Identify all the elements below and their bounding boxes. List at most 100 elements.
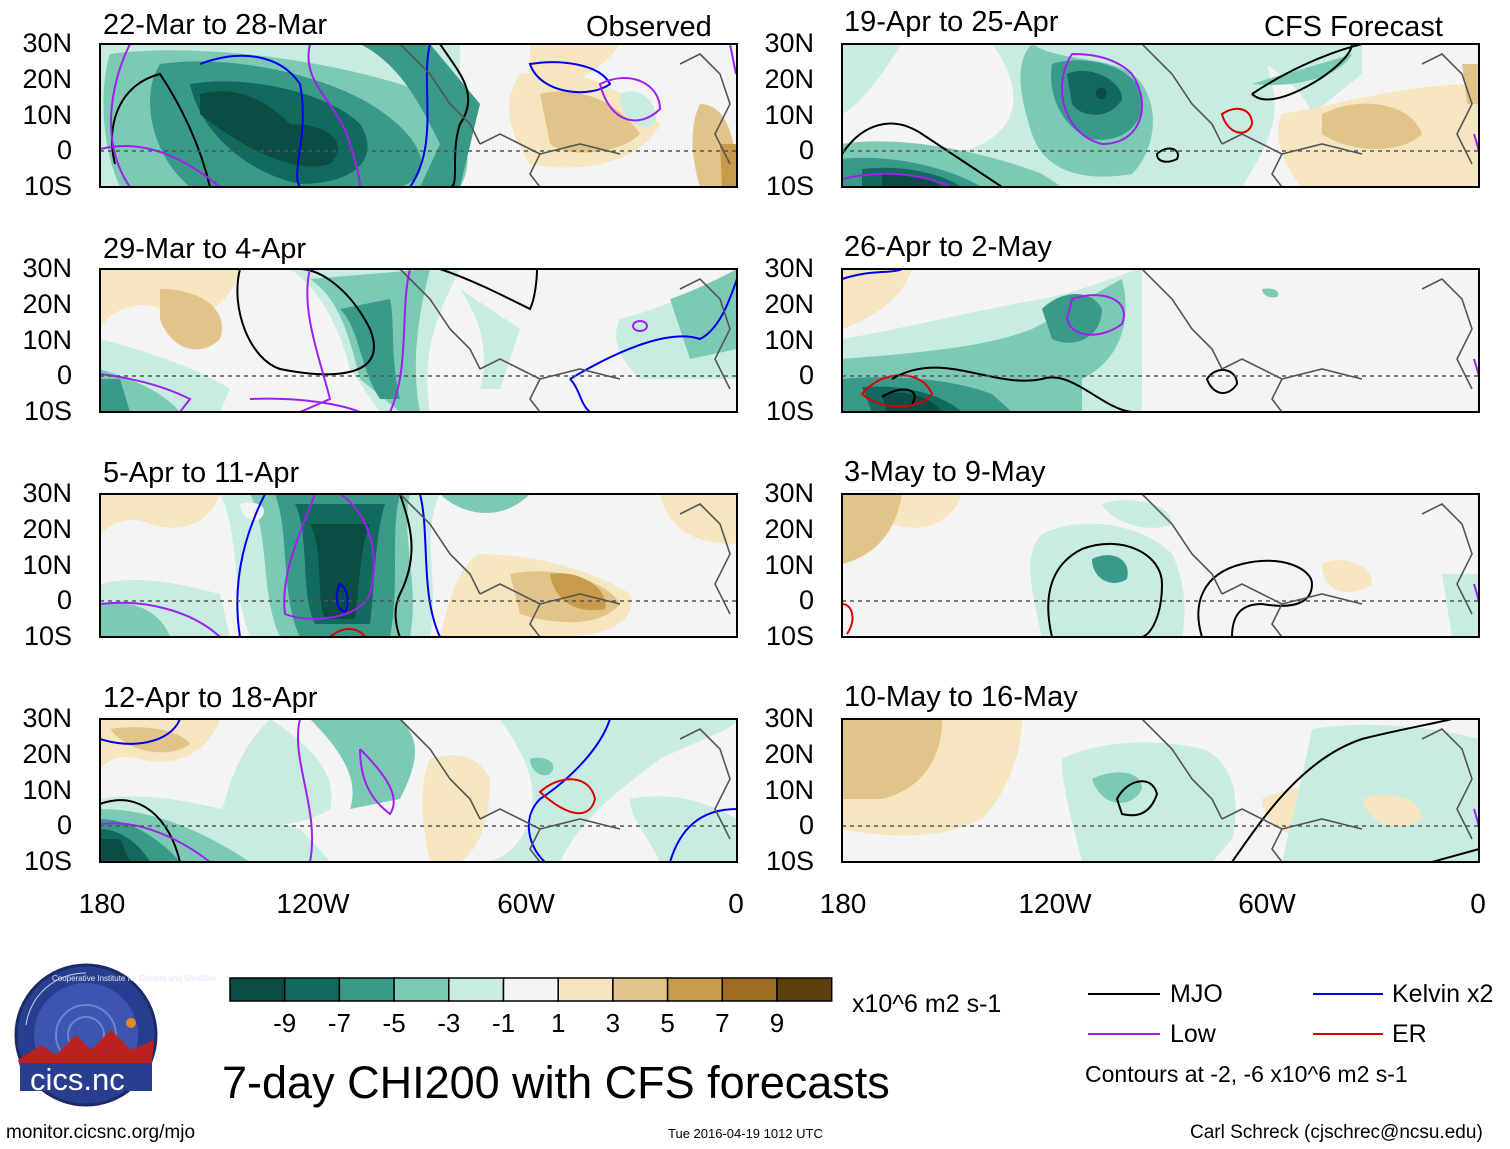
cics-logo	[14, 963, 158, 1107]
footer-url[interactable]: monitor.cicsnc.org/mjo	[6, 1122, 196, 1143]
colorbar-swatch-8	[666, 977, 724, 1002]
y-tick-r-3-4: 10S	[765, 846, 814, 876]
colorbar-swatch-7	[612, 977, 669, 1002]
y-tick-r-1-0: 30N	[764, 253, 814, 283]
y-tick-r-1-2: 10N	[764, 325, 814, 355]
panel-map-4	[99, 718, 738, 863]
contour-note: Contours at -2, -6 x10^6 m2 s-1	[1085, 1061, 1408, 1087]
y-tick-l-1-2: 10N	[22, 325, 72, 355]
panel-map-2	[99, 268, 738, 413]
legend-label-er: ER	[1392, 1020, 1427, 1048]
y-tick-r-2-4: 10S	[765, 621, 814, 651]
y-tick-r-2-0: 30N	[764, 478, 814, 508]
x-tick-right-1: 120W	[1018, 888, 1092, 919]
y-tick-r-0-3: 0	[798, 135, 814, 165]
colorbar-swatch-5	[502, 977, 559, 1002]
y-tick-l-3-3: 0	[56, 810, 72, 840]
colorbar-swatch-3	[393, 977, 450, 1002]
y-tick-l-0-1: 20N	[22, 64, 72, 94]
colorbar-swatch-4	[448, 977, 505, 1002]
x-tick-left-3: 0	[728, 888, 744, 919]
x-tick-left-1: 120W	[276, 888, 350, 919]
y-tick-r-3-0: 30N	[764, 703, 814, 733]
colorbar-swatch-6	[557, 977, 614, 1002]
colorbar-swatch-10	[776, 977, 833, 1002]
y-tick-l-2-0: 30N	[22, 478, 72, 508]
colorbar	[229, 977, 833, 1002]
y-tick-l-0-2: 10N	[22, 100, 72, 130]
y-tick-r-1-1: 20N	[764, 289, 814, 319]
main-title: 7-day CHI200 with CFS forecasts	[222, 1057, 890, 1108]
colorbar-swatch-0	[229, 977, 286, 1002]
y-tick-r-3-2: 10N	[764, 775, 814, 805]
y-tick-l-1-0: 30N	[22, 253, 72, 283]
legend-label-low: Low	[1170, 1020, 1216, 1048]
y-tick-l-0-3: 0	[56, 135, 72, 165]
panel-map-1	[99, 43, 738, 188]
y-tick-l-2-3: 0	[56, 585, 72, 615]
colorbar-label-5: 1	[550, 1008, 566, 1038]
y-tick-r-0-0: 30N	[764, 28, 814, 58]
footer-timestamp: Tue 2016-04-19 1012 UTC	[668, 1126, 823, 1141]
y-tick-r-3-3: 0	[798, 810, 814, 840]
panel-map-3	[99, 493, 738, 638]
panel-map-7	[841, 493, 1480, 638]
y-tick-r-2-3: 0	[798, 585, 814, 615]
y-tick-l-2-2: 10N	[22, 550, 72, 580]
colorbar-swatch-9	[721, 977, 778, 1002]
y-tick-r-0-2: 10N	[764, 100, 814, 130]
x-tick-left-0: 180	[78, 888, 126, 919]
x-tick-right-2: 60W	[1238, 888, 1296, 919]
colorbar-label-9: 9	[769, 1008, 785, 1038]
observed-label: Observed	[586, 11, 712, 43]
colorbar-label-2: -5	[382, 1008, 406, 1038]
legend-label-kelvin: Kelvin x2	[1392, 980, 1494, 1008]
y-tick-l-1-4: 10S	[23, 396, 72, 426]
y-tick-r-1-3: 0	[798, 360, 814, 390]
colorbar-swatch-2	[338, 977, 395, 1002]
y-tick-l-0-0: 30N	[22, 28, 72, 58]
logo-ring-text: Cooperative Institute for Climate and Sa…	[52, 974, 217, 983]
colorbar-label-8: 7	[715, 1008, 730, 1038]
panel-map-5	[841, 43, 1480, 188]
panel-title-2: 29-Mar to 4-Apr	[103, 233, 307, 265]
footer-author: Carl Schreck (cjschrec@ncsu.edu)	[1190, 1122, 1483, 1143]
y-tick-l-1-3: 0	[56, 360, 72, 390]
panel-title-4: 12-Apr to 18-Apr	[103, 682, 318, 714]
legend-label-mjo: MJO	[1170, 980, 1223, 1008]
panel-title-1: 22-Mar to 28-Mar	[103, 9, 328, 41]
x-tick-right-3: 0	[1470, 888, 1486, 919]
logo-text: cics.nc	[30, 1062, 125, 1097]
y-tick-l-0-4: 10S	[23, 171, 72, 201]
y-tick-r-0-1: 20N	[764, 64, 814, 94]
y-tick-l-3-4: 10S	[23, 846, 72, 876]
colorbar-units: x10^6 m2 s-1	[852, 990, 1002, 1018]
colorbar-label-1: -7	[327, 1008, 351, 1038]
colorbar-swatch-1	[283, 977, 341, 1002]
colorbar-label-0: -9	[273, 1008, 297, 1038]
panel-title-3: 5-Apr to 11-Apr	[103, 457, 300, 489]
forecast-label: CFS Forecast	[1264, 11, 1443, 43]
y-tick-r-3-1: 20N	[764, 739, 814, 769]
y-tick-l-1-1: 20N	[22, 289, 72, 319]
panel-title-6: 26-Apr to 2-May	[844, 231, 1052, 263]
y-tick-r-2-1: 20N	[764, 514, 814, 544]
y-tick-r-1-4: 10S	[765, 396, 814, 426]
colorbar-label-7: 5	[660, 1008, 675, 1038]
y-tick-l-3-1: 20N	[22, 739, 72, 769]
panel-map-6	[841, 268, 1480, 413]
y-tick-r-0-4: 10S	[765, 171, 814, 201]
y-tick-l-3-0: 30N	[22, 703, 72, 733]
y-tick-l-2-4: 10S	[23, 621, 72, 651]
panel-title-7: 3-May to 9-May	[844, 456, 1046, 488]
y-tick-r-2-2: 10N	[764, 550, 814, 580]
y-tick-l-3-2: 10N	[22, 775, 72, 805]
panel-title-8: 10-May to 16-May	[844, 681, 1078, 713]
y-tick-l-2-1: 20N	[22, 514, 72, 544]
panel-title-5: 19-Apr to 25-Apr	[844, 6, 1059, 38]
x-tick-left-2: 60W	[497, 888, 555, 919]
colorbar-label-6: 3	[605, 1008, 621, 1038]
colorbar-label-4: -1	[491, 1008, 516, 1038]
x-tick-right-0: 180	[819, 888, 867, 919]
